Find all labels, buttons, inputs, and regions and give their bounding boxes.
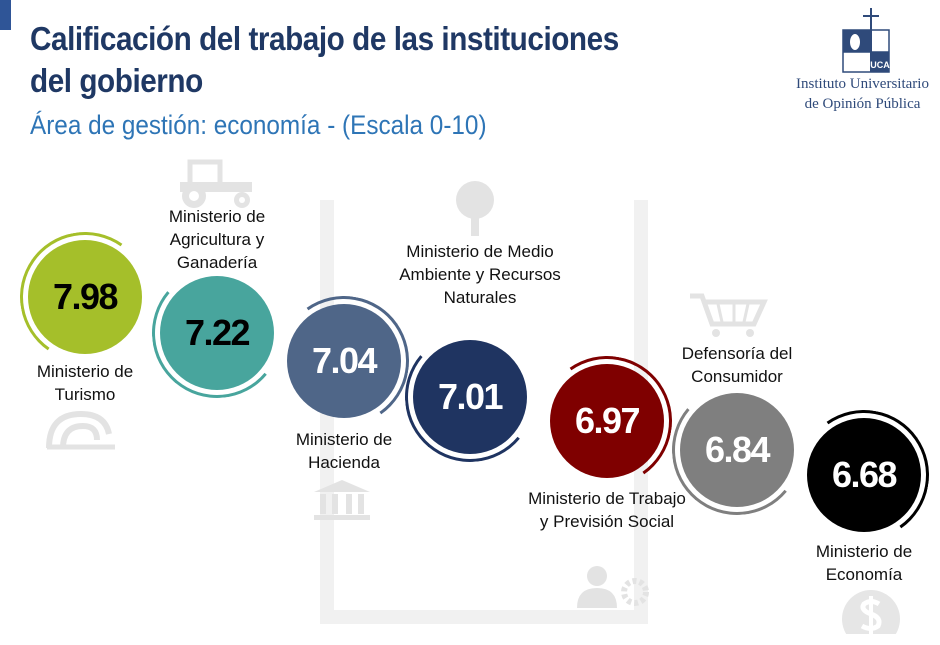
dollar-icon (842, 590, 900, 634)
iudop-logo: UCA Instituto Universitario de Opinión P… (790, 6, 935, 114)
rating-value: 6.68 (807, 418, 921, 532)
page-subtitle: Área de gestión: economía - (Escala 0-10… (30, 110, 487, 140)
worker-gear-icon (577, 566, 649, 608)
svg-text:UCA: UCA (870, 60, 890, 70)
institution-label: Ministerio de Trabajo y Previsión Social (528, 489, 686, 531)
institution-label: Defensoría del Consumidor (681, 344, 793, 386)
rating-value: 6.84 (680, 393, 794, 507)
rating-value: 7.04 (287, 304, 401, 418)
institution-label: Ministerio de Turismo (36, 362, 134, 404)
title-line-2: del gobierno (30, 62, 203, 99)
institution-label: Ministerio de Economía (815, 542, 913, 584)
rating-value: 7.98 (28, 240, 142, 354)
title-line-1: Calificación del trabajo de las instituc… (30, 20, 619, 57)
logo-line-2: de Opinión Pública (804, 96, 921, 112)
tree-icon (456, 181, 494, 236)
logo-line-1: Instituto Universitario (796, 76, 929, 92)
uca-logo-icon: UCA (841, 8, 890, 73)
wave-icon (46, 410, 115, 450)
cart-icon (690, 293, 768, 337)
institution-label: Ministerio de Agricultura y Ganadería (168, 207, 266, 272)
rating-value: 7.01 (413, 340, 527, 454)
corner-accent (0, 0, 11, 30)
institution-label: Ministerio de Hacienda (295, 430, 393, 472)
page-title: Calificación del trabajo de las instituc… (30, 18, 619, 102)
rating-value: 6.97 (550, 364, 664, 478)
institution-label: Ministerio de Medio Ambiente y Recursos … (399, 242, 561, 307)
bank-icon (314, 480, 370, 520)
tractor-icon (180, 159, 252, 208)
rating-value: 7.22 (160, 276, 274, 390)
